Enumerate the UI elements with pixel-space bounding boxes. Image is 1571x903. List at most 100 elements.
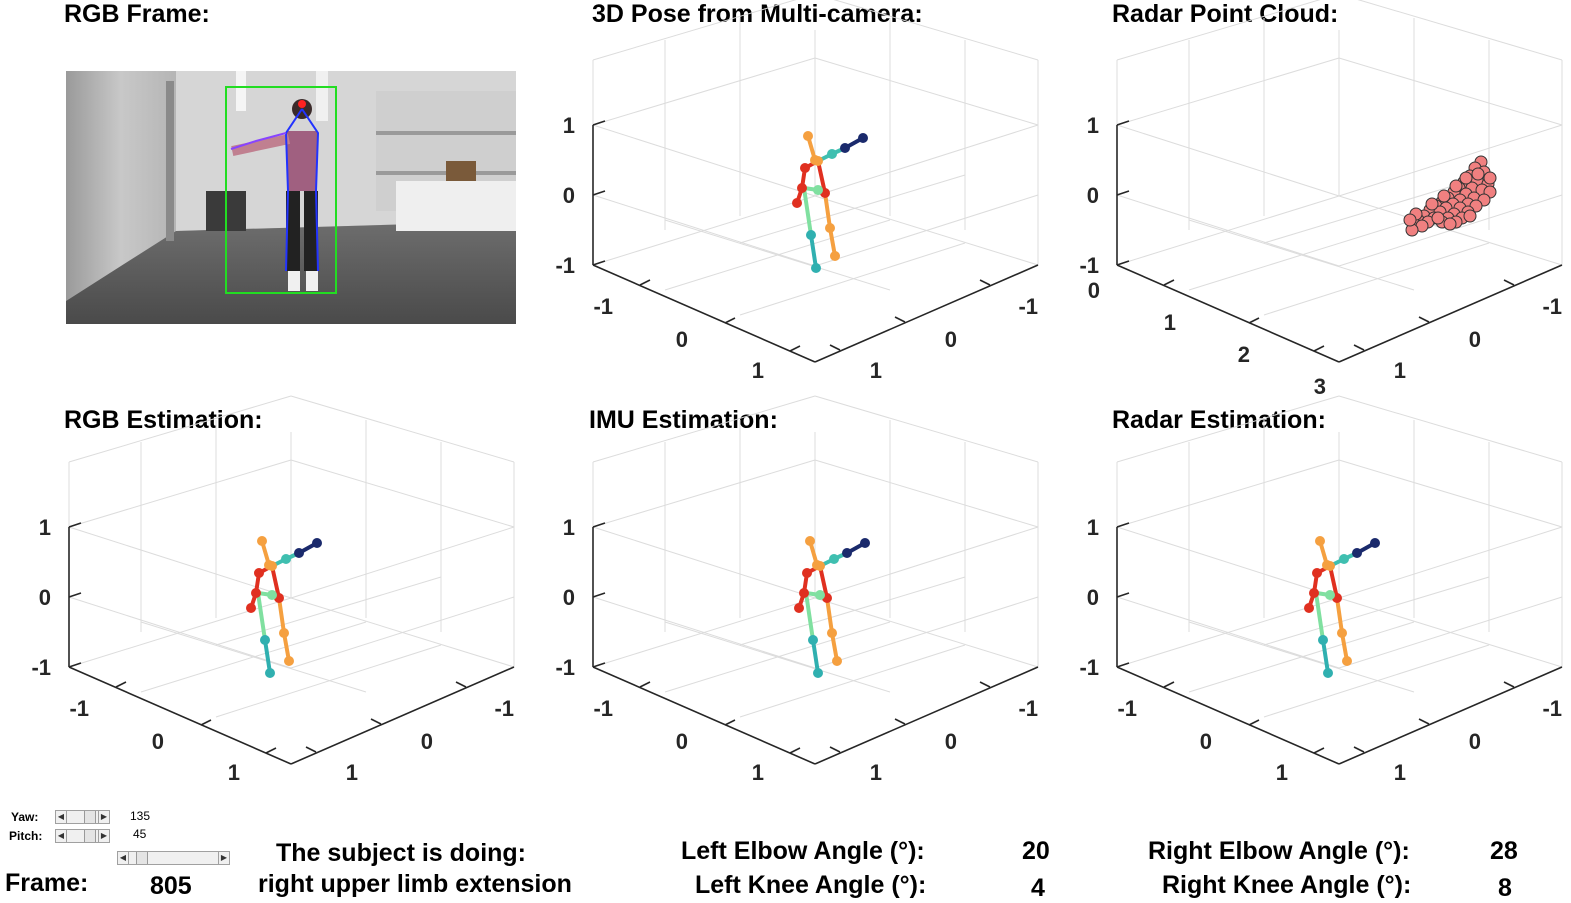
yaw-left-arrow-icon[interactable]: ◀ <box>56 811 67 823</box>
joint <box>1325 561 1335 571</box>
x-tick-label: -1 <box>593 294 613 319</box>
joint <box>1315 536 1325 546</box>
x-tick-label: -1 <box>1117 696 1137 721</box>
frame-slider[interactable]: ◀ ▶ <box>117 851 230 865</box>
axis-lines <box>1116 522 1563 765</box>
grid-line <box>1338 459 1563 528</box>
grid-lines <box>1116 0 1563 316</box>
x-tick-label: 1 <box>752 760 764 785</box>
frame-value: 805 <box>150 872 192 900</box>
x-axis-line <box>592 264 816 363</box>
rgb-est-title: RGB Estimation: <box>64 406 263 434</box>
z-tick-label: 1 <box>1087 113 1099 138</box>
joint <box>792 198 802 208</box>
grid-line <box>68 395 292 463</box>
yaw-slider[interactable]: ◀ ▶ <box>55 810 110 824</box>
grid-line <box>1357 0 1563 61</box>
grid-line <box>664 621 891 693</box>
pitch-left-arrow-icon[interactable]: ◀ <box>56 830 67 842</box>
z-tick-label: 1 <box>39 515 51 540</box>
joint <box>1309 588 1319 598</box>
joint <box>794 603 804 613</box>
radar-cloud-title: Radar Point Cloud: <box>1112 0 1339 28</box>
grid-line <box>739 644 966 718</box>
y-tick-label: 1 <box>1394 760 1406 785</box>
axis-lines <box>592 120 1039 363</box>
z-tick-label: -1 <box>555 253 575 278</box>
joint <box>312 538 322 548</box>
x-tick <box>1313 345 1325 352</box>
grid-line <box>592 124 816 197</box>
joint <box>246 603 256 613</box>
z-tick <box>592 260 606 266</box>
joint <box>257 536 267 546</box>
bone <box>1328 564 1339 600</box>
joint <box>832 656 842 666</box>
imu-estimation-plot[interactable]: 1 0 -1 -1 0 1 1 0 -1 <box>520 395 1060 792</box>
z-tick-label: 0 <box>563 585 575 610</box>
axis-lines <box>68 522 515 765</box>
tick-labels: 1 0 -1 -1 0 1 1 0 -1 <box>31 515 514 785</box>
z-tick <box>592 662 606 668</box>
y-axis-line <box>1338 666 1563 765</box>
joint <box>827 628 837 638</box>
y-tick <box>1503 279 1515 286</box>
rgb-frame-title: RGB Frame: <box>64 0 210 28</box>
bone <box>1321 638 1330 675</box>
joint <box>1304 603 1314 613</box>
joint <box>813 156 823 166</box>
radar-point <box>1471 167 1485 181</box>
grid-line <box>290 395 515 463</box>
y-tick <box>894 316 906 323</box>
joint <box>806 230 816 240</box>
x-axis-line <box>1116 666 1340 765</box>
x-tick <box>724 719 736 726</box>
z-tick <box>592 120 606 126</box>
grid-line <box>1338 57 1563 126</box>
pitch-slider[interactable]: ◀ ▶ <box>55 829 110 843</box>
y-axis-line <box>290 666 515 765</box>
x-tick-label: -1 <box>69 696 89 721</box>
rgb-estimation-plot[interactable]: 1 0 -1 -1 0 1 1 0 -1 <box>0 395 536 792</box>
z-tick <box>592 190 606 196</box>
y-tick-label: 1 <box>870 358 882 383</box>
y-tick-label: -1 <box>1542 294 1562 319</box>
grid-line <box>1263 644 1490 718</box>
pitch-right-arrow-icon[interactable]: ▶ <box>98 830 109 842</box>
skeleton <box>792 131 868 273</box>
joint <box>1352 548 1362 558</box>
radar-estimation-plot[interactable]: 1 0 -1 -1 0 1 1 0 -1 <box>1044 395 1571 792</box>
z-tick-label: -1 <box>1079 655 1099 680</box>
y-tick-label: 0 <box>1469 729 1481 754</box>
frame-right-arrow-icon[interactable]: ▶ <box>218 852 229 864</box>
yaw-right-arrow-icon[interactable]: ▶ <box>98 811 109 823</box>
frame-left-arrow-icon[interactable]: ◀ <box>118 852 129 864</box>
joint <box>842 548 852 558</box>
yaw-slider-thumb[interactable] <box>84 811 96 823</box>
joint <box>860 538 870 548</box>
bone <box>277 596 286 635</box>
tick-labels: 1 0 -1 -1 0 1 1 0 -1 <box>555 113 1038 383</box>
joint <box>1325 590 1335 600</box>
radar-point <box>1463 209 1477 223</box>
joint <box>805 536 815 546</box>
bone <box>263 638 272 675</box>
skeleton <box>1304 536 1380 678</box>
axes-box: 1 0 -1 -1 0 1 1 0 -1 <box>555 395 1039 785</box>
tick-labels: 1 0 -1 -1 0 1 1 0 -1 <box>1079 515 1562 785</box>
axes-box: 1 0 -1 -1 0 1 1 0 -1 <box>555 0 1039 383</box>
y-tick <box>1418 718 1430 725</box>
grid-line <box>1338 195 1563 266</box>
joint <box>260 635 270 645</box>
z-tick-label: 0 <box>39 585 51 610</box>
grid-line <box>1188 219 1415 291</box>
grid-line <box>290 597 515 668</box>
radar-point <box>1459 171 1473 185</box>
x-tick <box>1248 719 1260 726</box>
multicam-pose-plot[interactable]: 1 0 -1 -1 0 1 1 0 -1 <box>520 0 1060 390</box>
left-elbow-angle-label: Left Elbow Angle (°): <box>681 837 925 865</box>
pitch-slider-thumb[interactable] <box>84 830 96 842</box>
z-tick-label: 0 <box>1087 585 1099 610</box>
frame-slider-thumb[interactable] <box>136 852 148 864</box>
